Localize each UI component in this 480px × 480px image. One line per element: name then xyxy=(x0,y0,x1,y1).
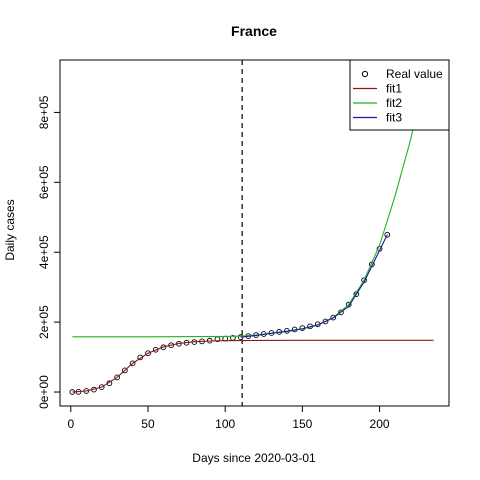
legend-marker xyxy=(361,70,369,78)
series-line-fit1 xyxy=(72,339,434,393)
data-point xyxy=(114,374,120,381)
series-line-fit3 xyxy=(240,234,388,338)
legend-item: Real value xyxy=(361,67,443,81)
legend-label: fit1 xyxy=(386,82,402,96)
y-tick-label: 2e+05 xyxy=(37,305,51,339)
data-point xyxy=(98,384,105,390)
x-tick-label: 150 xyxy=(292,417,312,431)
legend-label: Real value xyxy=(386,67,443,81)
legend-label: fit2 xyxy=(386,96,402,110)
y-tick-label: 6e+05 xyxy=(37,165,51,199)
data-point xyxy=(145,350,151,357)
legend-item: fit2 xyxy=(353,96,402,110)
data-point xyxy=(152,346,159,353)
chart-title: France xyxy=(231,23,277,39)
y-tick-label: 4e+05 xyxy=(37,235,51,269)
axes-layer: 0 50 100 150 200 0e+00 2e+05 4e+05 6e+05 8e+05 xyxy=(37,59,450,431)
x-tick-label: 50 xyxy=(141,417,155,431)
data-point xyxy=(338,309,344,316)
data-point xyxy=(160,344,167,351)
y-tick-label: 8e+05 xyxy=(37,95,51,129)
data-point xyxy=(129,360,136,367)
data-point xyxy=(121,367,128,374)
data-point xyxy=(330,314,337,321)
x-tick-label: 200 xyxy=(370,417,390,431)
x-tick-label: 100 xyxy=(215,417,235,431)
legend-item: fit3 xyxy=(353,111,402,125)
data-point xyxy=(322,318,329,325)
x-axis-label: Days since 2020-03-01 xyxy=(192,451,316,465)
legend-label: fit3 xyxy=(386,111,402,125)
y-tick-label: 0e+00 xyxy=(37,375,51,409)
data-point xyxy=(137,354,144,361)
data-point xyxy=(384,231,391,238)
x-tick-label: 0 xyxy=(67,417,74,431)
legend-item: fit1 xyxy=(353,82,402,96)
plot-layer xyxy=(69,60,434,406)
plot-frame xyxy=(59,59,450,407)
y-axis-label: Daily cases xyxy=(3,199,17,260)
